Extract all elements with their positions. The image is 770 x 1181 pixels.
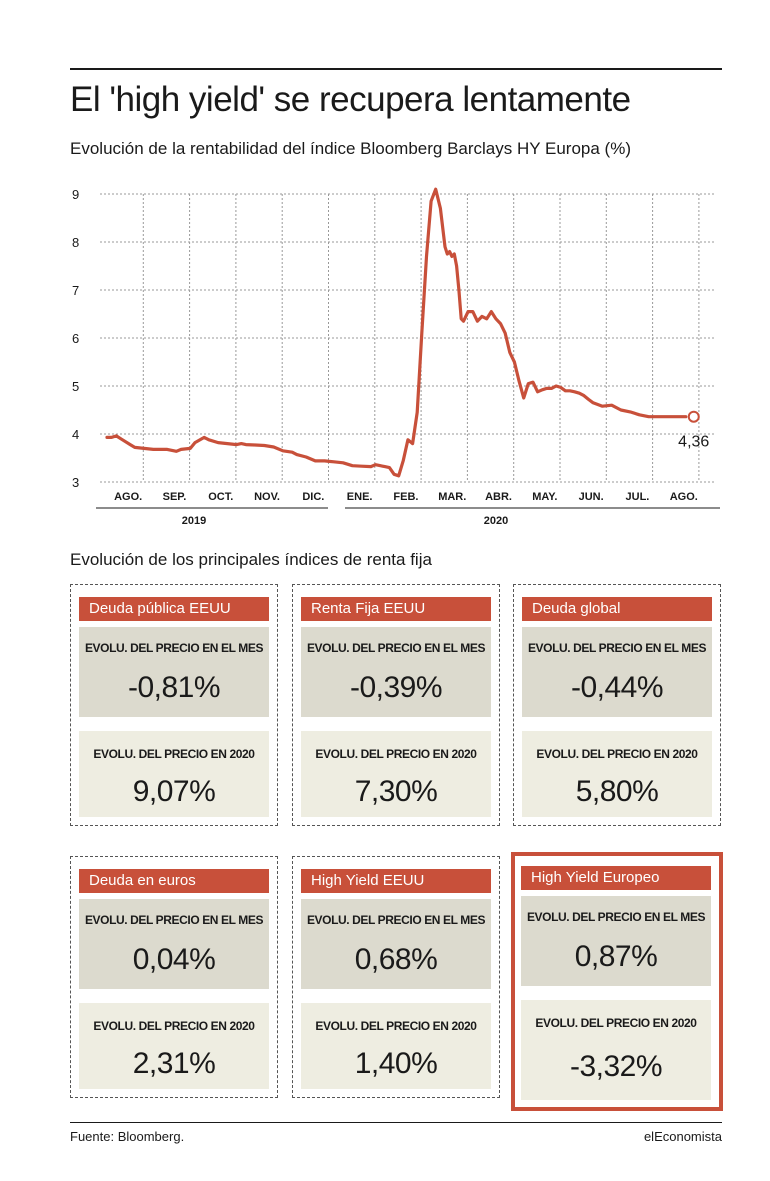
month-box: EVOLU. DEL PRECIO EN EL MES 0,04% xyxy=(79,899,269,989)
x-tick-label: MAY. xyxy=(532,491,557,503)
x-tick-label: AGO. xyxy=(670,491,698,503)
year-label-2020: 2020 xyxy=(484,515,508,527)
card-renta-fija-eeuu: Renta Fija EEUU EVOLU. DEL PRECIO EN EL … xyxy=(292,584,500,826)
chart-subtitle: Evolución de la rentabilidad del índice … xyxy=(70,139,631,158)
year-value: 2,31% xyxy=(132,1047,216,1080)
month-label: EVOLU. DEL PRECIO EN EL MES xyxy=(84,913,264,927)
year-label: EVOLU. DEL PRECIO EN 2020 xyxy=(315,747,477,761)
year-box: EVOLU. DEL PRECIO EN 2020 5,80% xyxy=(522,731,712,817)
month-value: -0,44% xyxy=(570,671,664,704)
month-value: -0,39% xyxy=(349,671,443,704)
y-tick-label: 5 xyxy=(72,379,79,394)
y-tick-label: 4 xyxy=(72,427,79,442)
month-label: EVOLU. DEL PRECIO EN EL MES xyxy=(306,913,486,927)
year-label: EVOLU. DEL PRECIO EN 2020 xyxy=(315,1019,477,1033)
month-box: EVOLU. DEL PRECIO EN EL MES -0,39% xyxy=(301,627,491,717)
x-tick-label: MAR. xyxy=(438,491,466,503)
y-tick-label: 7 xyxy=(72,283,79,298)
card-title: High Yield EEUU xyxy=(301,869,491,893)
year-value: -3,32% xyxy=(569,1050,663,1083)
month-value: 0,04% xyxy=(132,943,216,976)
x-tick-label: JUL. xyxy=(626,491,650,503)
year-label: EVOLU. DEL PRECIO EN 2020 xyxy=(93,747,255,761)
x-tick-label: ENE. xyxy=(347,491,373,503)
bottom-rule xyxy=(70,1122,722,1123)
year-value: 5,80% xyxy=(575,775,659,808)
x-tick-label: FEB. xyxy=(393,491,418,503)
x-tick-label: DIC. xyxy=(302,491,324,503)
month-label: EVOLU. DEL PRECIO EN EL MES xyxy=(527,641,707,655)
month-value: 0,68% xyxy=(354,943,438,976)
year-value: 9,07% xyxy=(132,775,216,808)
year-label: EVOLU. DEL PRECIO EN 2020 xyxy=(93,1019,255,1033)
card-high-yield-eeuu: High Yield EEUU EVOLU. DEL PRECIO EN EL … xyxy=(292,856,500,1098)
month-label: EVOLU. DEL PRECIO EN EL MES xyxy=(84,641,264,655)
page-title: El 'high yield' se recupera lentamente xyxy=(70,80,631,119)
month-box: EVOLU. DEL PRECIO EN EL MES 0,87% xyxy=(521,896,711,986)
card-deuda-publica-eeuu: Deuda pública EEUU EVOLU. DEL PRECIO EN … xyxy=(70,584,278,826)
x-tick-label: OCT. xyxy=(208,491,233,503)
month-label: EVOLU. DEL PRECIO EN EL MES xyxy=(526,910,706,924)
card-title: Deuda pública EEUU xyxy=(79,597,269,621)
top-rule xyxy=(70,68,722,70)
yield-line-chart: 3 4 5 6 7 8 9 AGO. SEP. OCT. NOV. DIC. ENE. FEB. MAR. A… xyxy=(72,187,720,527)
month-box: EVOLU. DEL PRECIO EN EL MES -0,81% xyxy=(79,627,269,717)
x-tick-label: AGO. xyxy=(114,491,142,503)
year-label: EVOLU. DEL PRECIO EN 2020 xyxy=(535,1016,697,1030)
end-value-label: 4,36 xyxy=(678,434,709,451)
month-label: EVOLU. DEL PRECIO EN EL MES xyxy=(306,641,486,655)
month-box: EVOLU. DEL PRECIO EN EL MES -0,44% xyxy=(522,627,712,717)
y-tick-label: 3 xyxy=(72,475,79,490)
year-value: 1,40% xyxy=(354,1047,438,1080)
y-tick-label: 8 xyxy=(72,235,79,250)
x-tick-label: SEP. xyxy=(163,491,187,503)
year-label: EVOLU. DEL PRECIO EN 2020 xyxy=(536,747,698,761)
card-deuda-en-euros: Deuda en euros EVOLU. DEL PRECIO EN EL M… xyxy=(70,856,278,1098)
end-point-marker xyxy=(687,410,700,423)
month-value: 0,87% xyxy=(574,940,658,973)
year-value: 7,30% xyxy=(354,775,438,808)
year-box: EVOLU. DEL PRECIO EN 2020 1,40% xyxy=(301,1003,491,1089)
x-tick-label: ABR. xyxy=(485,491,512,503)
card-title: Renta Fija EEUU xyxy=(301,597,491,621)
yield-series-line xyxy=(105,187,688,478)
month-box: EVOLU. DEL PRECIO EN EL MES 0,68% xyxy=(301,899,491,989)
year-label-2019: 2019 xyxy=(182,515,206,527)
x-tick-label: JUN. xyxy=(579,491,604,503)
y-tick-label: 9 xyxy=(72,187,79,202)
card-title: Deuda en euros xyxy=(79,869,269,893)
section-title: Evolución de los principales índices de … xyxy=(70,550,432,569)
year-box: EVOLU. DEL PRECIO EN 2020 7,30% xyxy=(301,731,491,817)
year-box: EVOLU. DEL PRECIO EN 2020 2,31% xyxy=(79,1003,269,1089)
y-tick-label: 6 xyxy=(72,331,79,346)
card-high-yield-europeo: High Yield Europeo EVOLU. DEL PRECIO EN … xyxy=(511,852,723,1111)
card-title: Deuda global xyxy=(522,597,712,621)
brand-name: elEconomista xyxy=(643,1129,722,1144)
card-deuda-global: Deuda global EVOLU. DEL PRECIO EN EL MES… xyxy=(513,584,721,826)
source-note: Fuente: Bloomberg. xyxy=(70,1129,185,1144)
year-box: EVOLU. DEL PRECIO EN 2020 -3,32% xyxy=(521,1000,711,1100)
x-tick-label: NOV. xyxy=(254,491,280,503)
month-value: -0,81% xyxy=(127,671,221,704)
year-box: EVOLU. DEL PRECIO EN 2020 9,07% xyxy=(79,731,269,817)
card-title: High Yield Europeo xyxy=(521,866,711,890)
